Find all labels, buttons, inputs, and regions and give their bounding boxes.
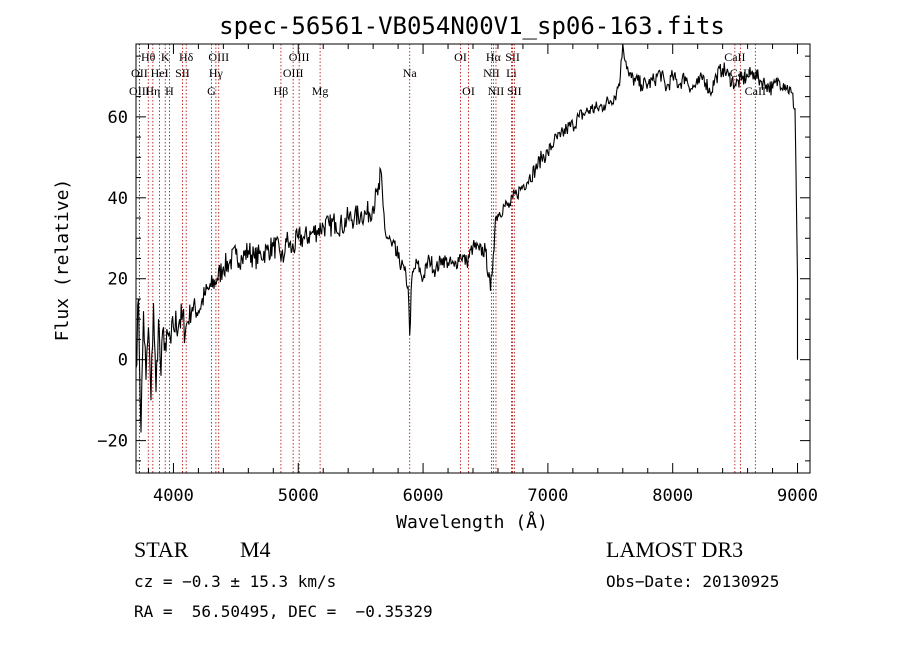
y-tick-label-1: 0 [118, 351, 128, 371]
line-label-7: SII [175, 66, 190, 80]
line-label-12: Hβ [274, 84, 289, 98]
x-tick-label-0: 4000 [153, 486, 194, 506]
line-label-24: SII [507, 84, 522, 98]
line-label-27: CaII [745, 84, 766, 98]
line-label-6: H [165, 84, 174, 98]
line-label-11: Hγ [209, 66, 224, 80]
line-label-8: Hδ [179, 50, 194, 64]
y-tick-label-3: 40 [108, 189, 128, 209]
line-label-14: OIII [289, 50, 310, 64]
x-tick-label-4: 8000 [652, 486, 693, 506]
x-axis-label: Wavelength (Å) [396, 511, 548, 533]
x-tick-label-5: 9000 [777, 486, 818, 506]
y-axis-label: Flux (relative) [52, 179, 73, 342]
y-tick-label-4: 60 [108, 108, 128, 128]
chart-title: spec-56561-VB054N00V1_sp06-163.fits [219, 12, 725, 40]
line-label-21: NII [488, 84, 505, 98]
line-label-17: OI [454, 50, 467, 64]
line-label-19: NII [483, 66, 500, 80]
line-label-9: G [207, 84, 216, 98]
line-label-16: Na [403, 66, 418, 80]
axis-ticks: 4000 5000 6000 7000 8000 9000 −20 0 20 40 60 [97, 44, 818, 506]
spectrum-line [135, 43, 799, 433]
x-tick-label-2: 6000 [403, 486, 444, 506]
x-tick-label-3: 7000 [527, 486, 568, 506]
x-tick-label-1: 5000 [278, 486, 319, 506]
line-label-15: Mg [312, 84, 329, 98]
line-label-25: CaII [724, 50, 745, 64]
survey-name: LAMOST DR3 [606, 537, 744, 562]
line-label-18: OI [462, 84, 475, 98]
line-markers: HθOIIOIIIHηHeIKHSIIHδGOIIIHγHβOIIIOIIIMg… [129, 44, 766, 473]
line-label-2: OIII [129, 84, 150, 98]
line-label-0: Hθ [141, 50, 156, 64]
y-tick-label-0: −20 [97, 432, 128, 452]
object-subclass: M4 [240, 537, 271, 562]
line-label-5: K [161, 50, 170, 64]
coordinates: RA = 56.50495, DEC = −0.35329 [134, 602, 433, 621]
y-tick-label-2: 20 [108, 270, 128, 290]
line-label-3: Hη [145, 84, 160, 98]
line-label-13: OIII [283, 66, 304, 80]
line-label-20: Hα [486, 50, 502, 64]
line-label-4: HeI [151, 66, 169, 80]
line-label-23: Li [506, 66, 517, 80]
line-label-22: SII [505, 50, 520, 64]
object-class: STAR [134, 537, 189, 562]
line-label-10: OIII [208, 50, 229, 64]
redshift-readout: cz = −0.3 ± 15.3 km/s [134, 572, 337, 591]
obs-date: Obs−Date: 20130925 [606, 572, 780, 591]
